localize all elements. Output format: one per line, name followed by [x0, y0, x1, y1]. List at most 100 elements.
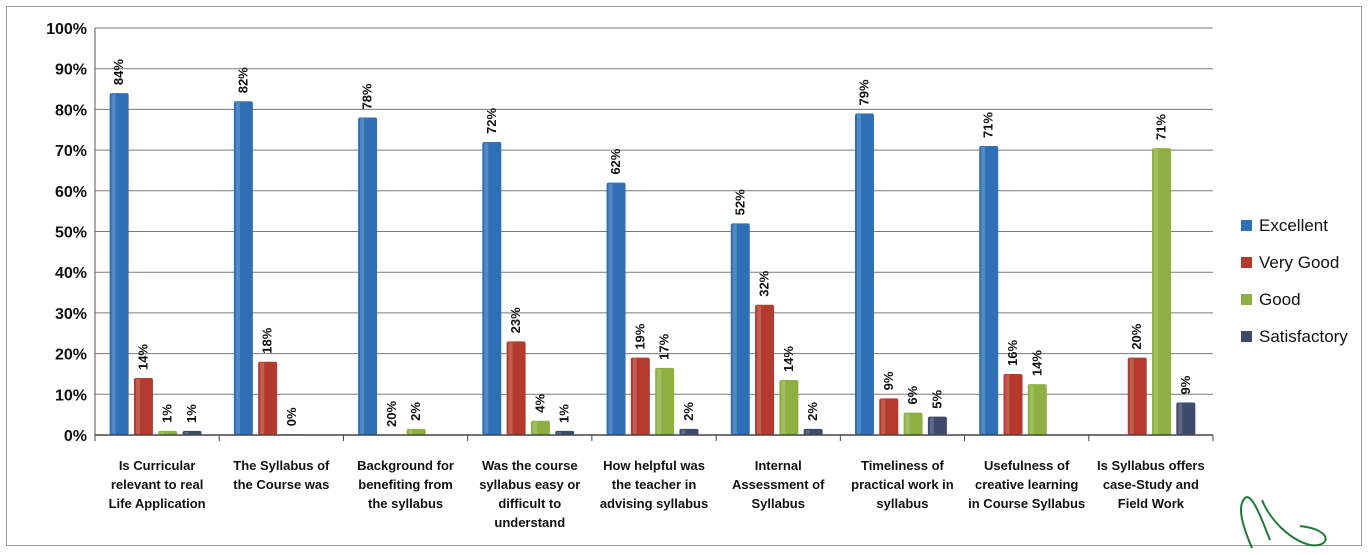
legend-swatch: [1241, 220, 1252, 231]
category-label: Timeliness of: [861, 458, 945, 473]
signature-mark: [1239, 496, 1327, 549]
category-label: practical work in: [851, 477, 954, 492]
category-label: difficult to: [498, 496, 561, 511]
bar-highlight: [608, 183, 613, 434]
data-label: 79%: [856, 79, 871, 105]
bar-satisfactory: [182, 430, 202, 435]
data-label: 9%: [881, 371, 896, 390]
legend-label: Very Good: [1259, 253, 1339, 272]
data-label: 84%: [111, 59, 126, 85]
data-label: 52%: [732, 189, 747, 215]
bar-very-good: [1003, 373, 1023, 435]
bar-highlight: [1154, 149, 1159, 434]
bar-satisfactory: [1176, 402, 1196, 435]
category-label: Was the course: [482, 458, 578, 473]
category-label: in Course Syllabus: [968, 496, 1085, 511]
bar-highlight: [111, 94, 116, 435]
y-axis: 0% 10% 20% 30% 40% 50% 60% 70% 80% 90% 100%: [46, 21, 96, 445]
data-label: 14%: [781, 346, 796, 372]
bar-highlight: [484, 142, 489, 434]
legend-swatch: [1241, 294, 1252, 305]
data-label: 14%: [1029, 350, 1044, 376]
data-label: 82%: [235, 67, 250, 93]
bar-good: [779, 380, 799, 435]
data-label: 9%: [1178, 375, 1193, 394]
y-tick-label: 80%: [55, 102, 87, 119]
data-label: 0%: [284, 407, 299, 426]
bar-excellent: [854, 113, 874, 435]
bar-excellent: [109, 93, 129, 436]
data-label: 32%: [757, 270, 772, 296]
data-label: 19%: [632, 323, 647, 349]
legend-swatch: [1241, 257, 1252, 268]
bar-highlight: [1029, 385, 1034, 434]
category-label: Field Work: [1118, 496, 1185, 511]
category-label: Assessment of: [732, 477, 825, 492]
bar-good: [1152, 148, 1172, 435]
category-label: Usefulness of: [984, 458, 1070, 473]
bar-excellent: [233, 101, 253, 435]
category-label: Is Syllabus offers: [1097, 458, 1205, 473]
data-label: 78%: [360, 83, 375, 109]
bar-very-good: [630, 357, 650, 435]
data-label: 62%: [608, 148, 623, 174]
data-label: 23%: [508, 307, 523, 333]
category-label: understand: [494, 515, 565, 530]
y-tick-label: 40%: [55, 265, 87, 282]
bar-very-good: [506, 341, 526, 435]
data-label: 17%: [657, 333, 672, 359]
data-label: 72%: [484, 108, 499, 134]
data-label: 5%: [929, 389, 944, 408]
legend-label: Satisfactory: [1259, 327, 1348, 346]
category-label: creative learning: [975, 477, 1078, 492]
bar-highlight: [905, 413, 910, 434]
bar-highlight: [929, 417, 934, 434]
bar-excellent: [358, 117, 378, 435]
y-tick-label: 50%: [55, 225, 87, 242]
bar-good: [406, 428, 426, 435]
category-label: case-Study and: [1103, 477, 1199, 492]
bar-highlight: [508, 342, 513, 434]
y-tick-label: 10%: [55, 387, 87, 404]
bar-excellent: [482, 141, 502, 435]
bar-highlight: [881, 399, 886, 434]
category-label: syllabus easy or: [479, 477, 580, 492]
bar-highlight: [1129, 358, 1134, 434]
data-label: 2%: [408, 402, 423, 421]
bar-very-good: [879, 398, 899, 435]
category-label: The Syllabus of: [233, 458, 330, 473]
data-label: 20%: [384, 401, 399, 427]
bar-highlight: [732, 224, 737, 434]
bar-very-good: [133, 378, 153, 435]
data-label: 20%: [1129, 323, 1144, 349]
data-label: 1%: [557, 404, 572, 423]
bar-highlight: [184, 431, 189, 434]
data-label: 16%: [1005, 339, 1020, 365]
data-label: 1%: [160, 404, 175, 423]
category-label: Syllabus: [751, 496, 804, 511]
bar-highlight: [532, 421, 537, 434]
y-tick-label: 60%: [55, 184, 87, 201]
bar-very-good: [258, 361, 278, 435]
y-tick-label: 20%: [55, 347, 87, 364]
category-label: syllabus: [876, 496, 928, 511]
data-label: 2%: [681, 402, 696, 421]
bar-good: [1027, 384, 1047, 435]
category-label: benefiting from: [358, 477, 453, 492]
y-tick-label: 70%: [55, 143, 87, 160]
bar-highlight: [805, 429, 810, 434]
bar-highlight: [135, 379, 140, 434]
bar-satisfactory: [555, 430, 575, 435]
bar-highlight: [681, 429, 686, 434]
bar-excellent: [730, 223, 750, 435]
data-label: 4%: [532, 394, 547, 413]
legend-swatch: [1241, 331, 1252, 342]
category-label: Is Curricular: [119, 458, 196, 473]
data-label: 71%: [981, 112, 996, 138]
bar-very-good: [755, 304, 775, 435]
category-label: the syllabus: [368, 496, 443, 511]
bar-highlight: [260, 362, 265, 434]
bar-satisfactory: [927, 416, 947, 435]
category-label: the Course was: [233, 477, 329, 492]
